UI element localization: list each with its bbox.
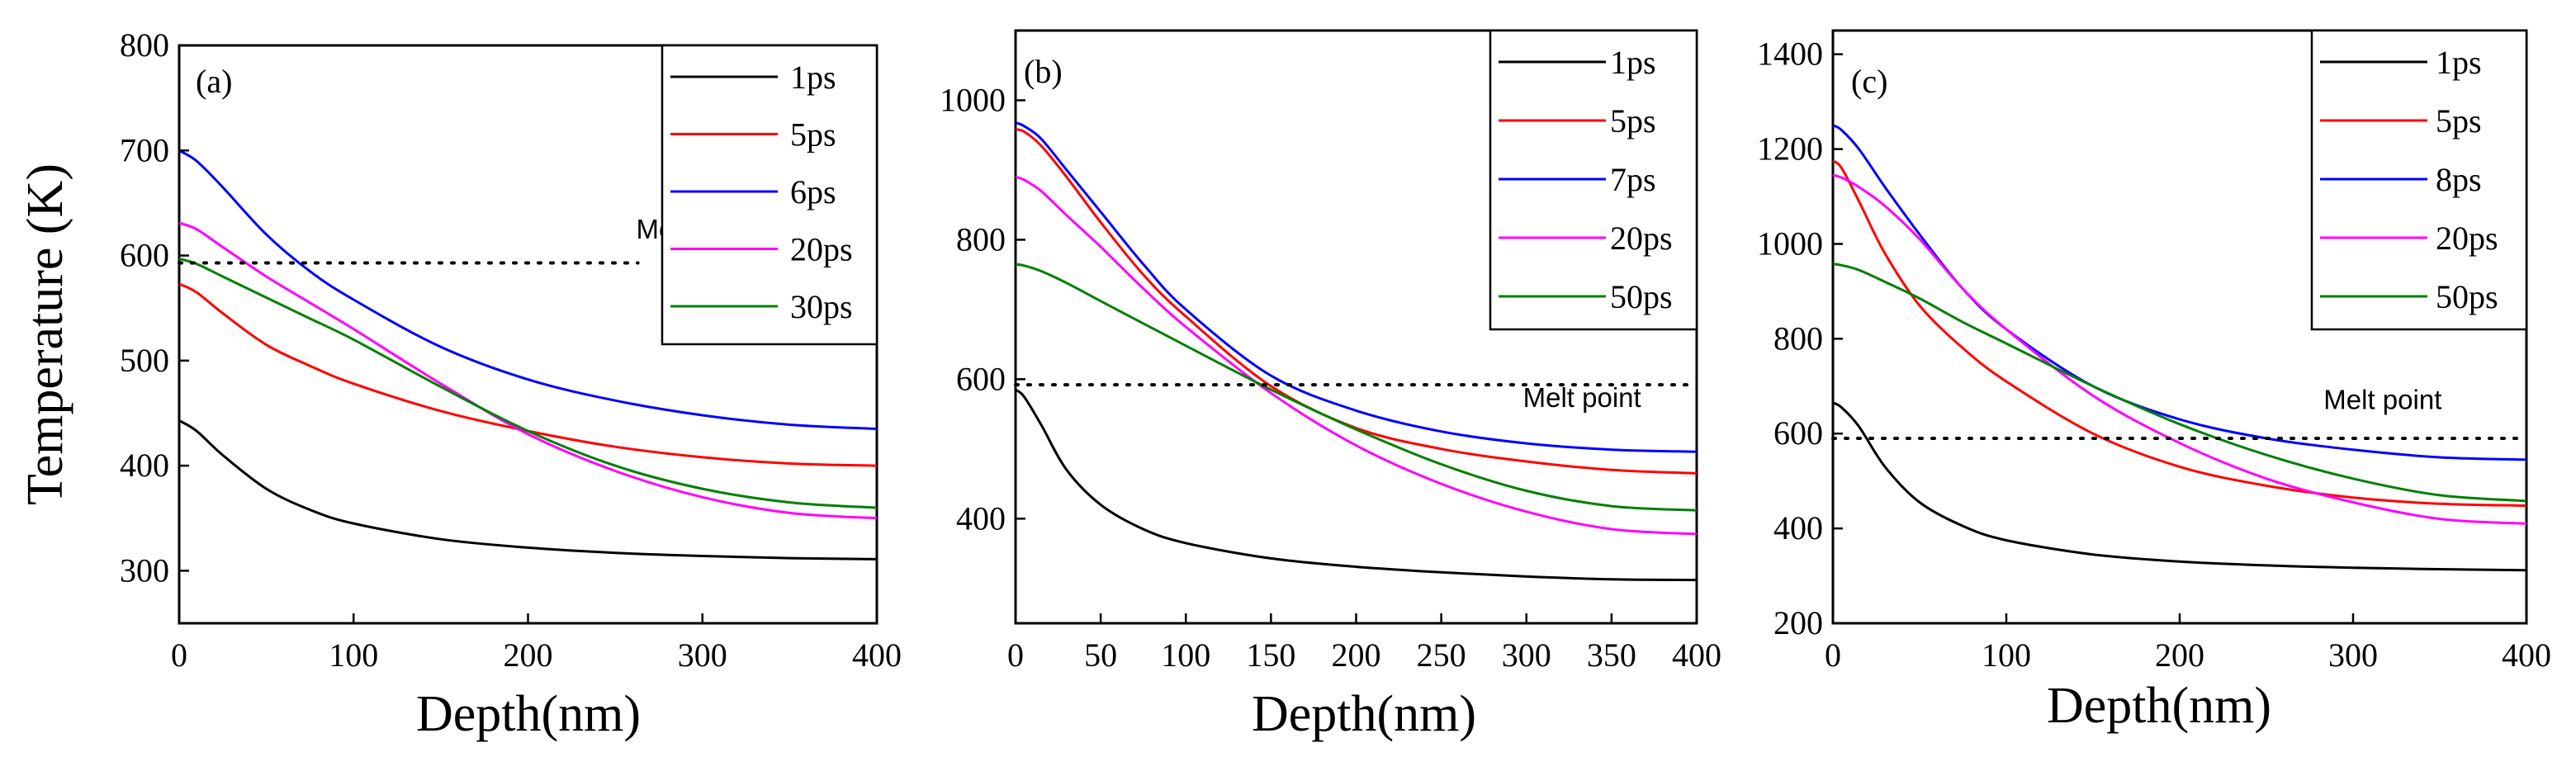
x-tick-label: 200: [1332, 636, 1381, 674]
y-tick-label: 200: [1773, 604, 1823, 641]
x-axis-title: Depth(nm): [2047, 678, 2271, 734]
x-tick-label: 300: [1502, 636, 1551, 674]
series-line-5ps: [1832, 159, 2527, 507]
legend-label: 50ps: [2436, 278, 2498, 315]
melt-point-label: Melt point: [1523, 382, 1641, 413]
legend: 1ps 5ps 7ps 20ps 50ps: [1489, 29, 1698, 331]
y-axis-title: Temperature (K): [17, 163, 73, 505]
y-tick-label: 800: [956, 220, 1006, 258]
legend: 1ps 5ps 8ps 20ps 50ps: [2310, 29, 2528, 331]
y-tick-label: 1200: [1757, 130, 1823, 168]
y-tick-label: 800: [120, 26, 169, 64]
series-layer: [1015, 121, 1698, 582]
y-tick-label: 1000: [1757, 225, 1823, 262]
series-line-5ps: [178, 282, 878, 467]
series-line-50ps: [1832, 263, 2527, 503]
y-tick-label: 800: [1773, 319, 1823, 357]
legend: 1ps 5ps 6ps 20ps 30ps: [661, 44, 878, 346]
series-line-20ps: [1015, 175, 1698, 536]
legend-label: 5ps: [790, 116, 836, 154]
panel-a: (a) Temperature (K) Depth(nm) Melt point…: [17, 26, 902, 742]
legend-box: [661, 44, 878, 346]
x-tick-label: 400: [852, 636, 902, 674]
x-tick-label: 250: [1417, 636, 1466, 674]
panel-b: (b) Depth(nm) Melt point 1ps 5ps 7ps 20ps 50…: [940, 29, 1721, 742]
series-line-1ps: [1832, 401, 2527, 572]
y-tick-label: 700: [120, 131, 169, 168]
series-line-50ps: [1015, 263, 1698, 512]
panel-label: (c): [1851, 63, 1887, 100]
panel-label: (b): [1024, 53, 1063, 90]
x-tick-label: 0: [1007, 636, 1024, 674]
x-tick-label: 100: [1982, 636, 2031, 674]
series-line-7ps: [1015, 121, 1698, 453]
legend-label: 1ps: [790, 59, 836, 96]
legend-label: 30ps: [790, 288, 853, 325]
y-tick-label: 1400: [1757, 35, 1823, 73]
y-tick-label: 300: [120, 551, 169, 589]
series-layer: [1832, 124, 2527, 572]
x-tick-label: 100: [329, 636, 378, 674]
x-tick-label: 200: [504, 636, 553, 674]
y-tick-label: 600: [120, 237, 169, 274]
x-tick-label: 50: [1084, 636, 1117, 674]
y-tick-label: 400: [120, 447, 169, 484]
legend-label: 20ps: [790, 231, 853, 268]
series-line-5ps: [1015, 128, 1698, 475]
legend-label: 20ps: [1610, 220, 1673, 257]
legend-label: 6ps: [790, 173, 836, 211]
melt-point-label: Melt point: [2323, 384, 2441, 414]
series-line-1ps: [178, 419, 878, 561]
x-tick-label: 100: [1161, 636, 1210, 674]
legend-label: 1ps: [2436, 44, 2482, 81]
y-tick-label: 400: [1773, 509, 1823, 546]
x-tick-label: 200: [2155, 636, 2204, 674]
x-tick-label: 0: [1825, 636, 1841, 674]
y-tick-label: 600: [1773, 414, 1823, 452]
legend-label: 20ps: [2436, 220, 2498, 257]
legend-label: 5ps: [2436, 102, 2482, 140]
legend-label: 7ps: [1610, 161, 1656, 198]
series-line-30ps: [178, 257, 878, 509]
legend-label: 1ps: [1610, 44, 1656, 81]
x-tick-label: 350: [1587, 636, 1636, 674]
y-tick-label: 1000: [940, 81, 1006, 118]
panel-label: (a): [196, 63, 232, 100]
legend-label: 5ps: [1610, 102, 1656, 140]
x-tick-label: 400: [2502, 636, 2551, 674]
x-tick-label: 300: [2328, 636, 2378, 674]
x-axis-title: Depth(nm): [1252, 686, 1476, 742]
x-tick-label: 400: [1672, 636, 1721, 674]
series-line-8ps: [1832, 124, 2527, 461]
x-axis-title: Depth(nm): [416, 686, 641, 742]
panel-c: (c) Depth(nm) Melt point 1ps 5ps 8ps 20ps 50…: [1757, 29, 2551, 734]
x-tick-label: 300: [678, 636, 727, 674]
y-tick-label: 600: [956, 360, 1006, 397]
legend-label: 8ps: [2436, 161, 2482, 198]
y-tick-label: 500: [120, 342, 169, 379]
legend-label: 50ps: [1610, 278, 1673, 315]
series-line-1ps: [1015, 388, 1698, 582]
series-line-20ps: [1832, 173, 2527, 525]
y-tick-label: 400: [956, 499, 1006, 537]
series-line-20ps: [178, 221, 878, 520]
series-line-6ps: [178, 149, 878, 430]
x-tick-label: 150: [1246, 636, 1295, 674]
x-tick-label: 0: [171, 636, 187, 674]
series-layer: [178, 149, 878, 561]
